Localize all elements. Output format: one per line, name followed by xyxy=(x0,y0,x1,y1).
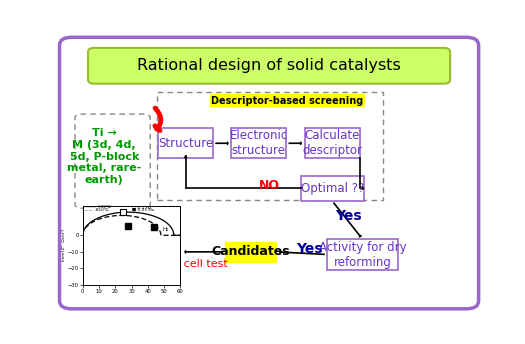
Text: Electronic
structure: Electronic structure xyxy=(230,129,288,157)
Text: Structure: Structure xyxy=(158,137,213,150)
Text: Descriptor-based screening: Descriptor-based screening xyxy=(211,96,363,106)
Text: Optimal ??: Optimal ?? xyxy=(300,182,364,195)
Text: Yes: Yes xyxy=(297,242,323,256)
FancyBboxPatch shape xyxy=(88,48,450,84)
Text: Activity for dry
reforming: Activity for dry reforming xyxy=(319,240,406,269)
FancyBboxPatch shape xyxy=(232,128,286,159)
Text: fuel cell test: fuel cell test xyxy=(160,259,228,269)
Text: Yes: Yes xyxy=(335,209,362,223)
FancyBboxPatch shape xyxy=(75,114,150,208)
Text: NO: NO xyxy=(258,179,279,192)
FancyBboxPatch shape xyxy=(301,176,364,201)
Text: Ti →
M (3d, 4d,
5d, P-block
metal, rare-
earth): Ti → M (3d, 4d, 5d, P-block metal, rare-… xyxy=(67,128,141,185)
FancyBboxPatch shape xyxy=(327,239,398,270)
FancyBboxPatch shape xyxy=(59,37,479,309)
FancyBboxPatch shape xyxy=(225,242,276,262)
FancyBboxPatch shape xyxy=(158,128,213,159)
Text: Candidates: Candidates xyxy=(212,245,290,258)
FancyBboxPatch shape xyxy=(304,128,360,159)
Text: Calculate
descriptor: Calculate descriptor xyxy=(302,129,362,157)
Text: Rational design of solid catalysts: Rational design of solid catalysts xyxy=(137,58,401,73)
